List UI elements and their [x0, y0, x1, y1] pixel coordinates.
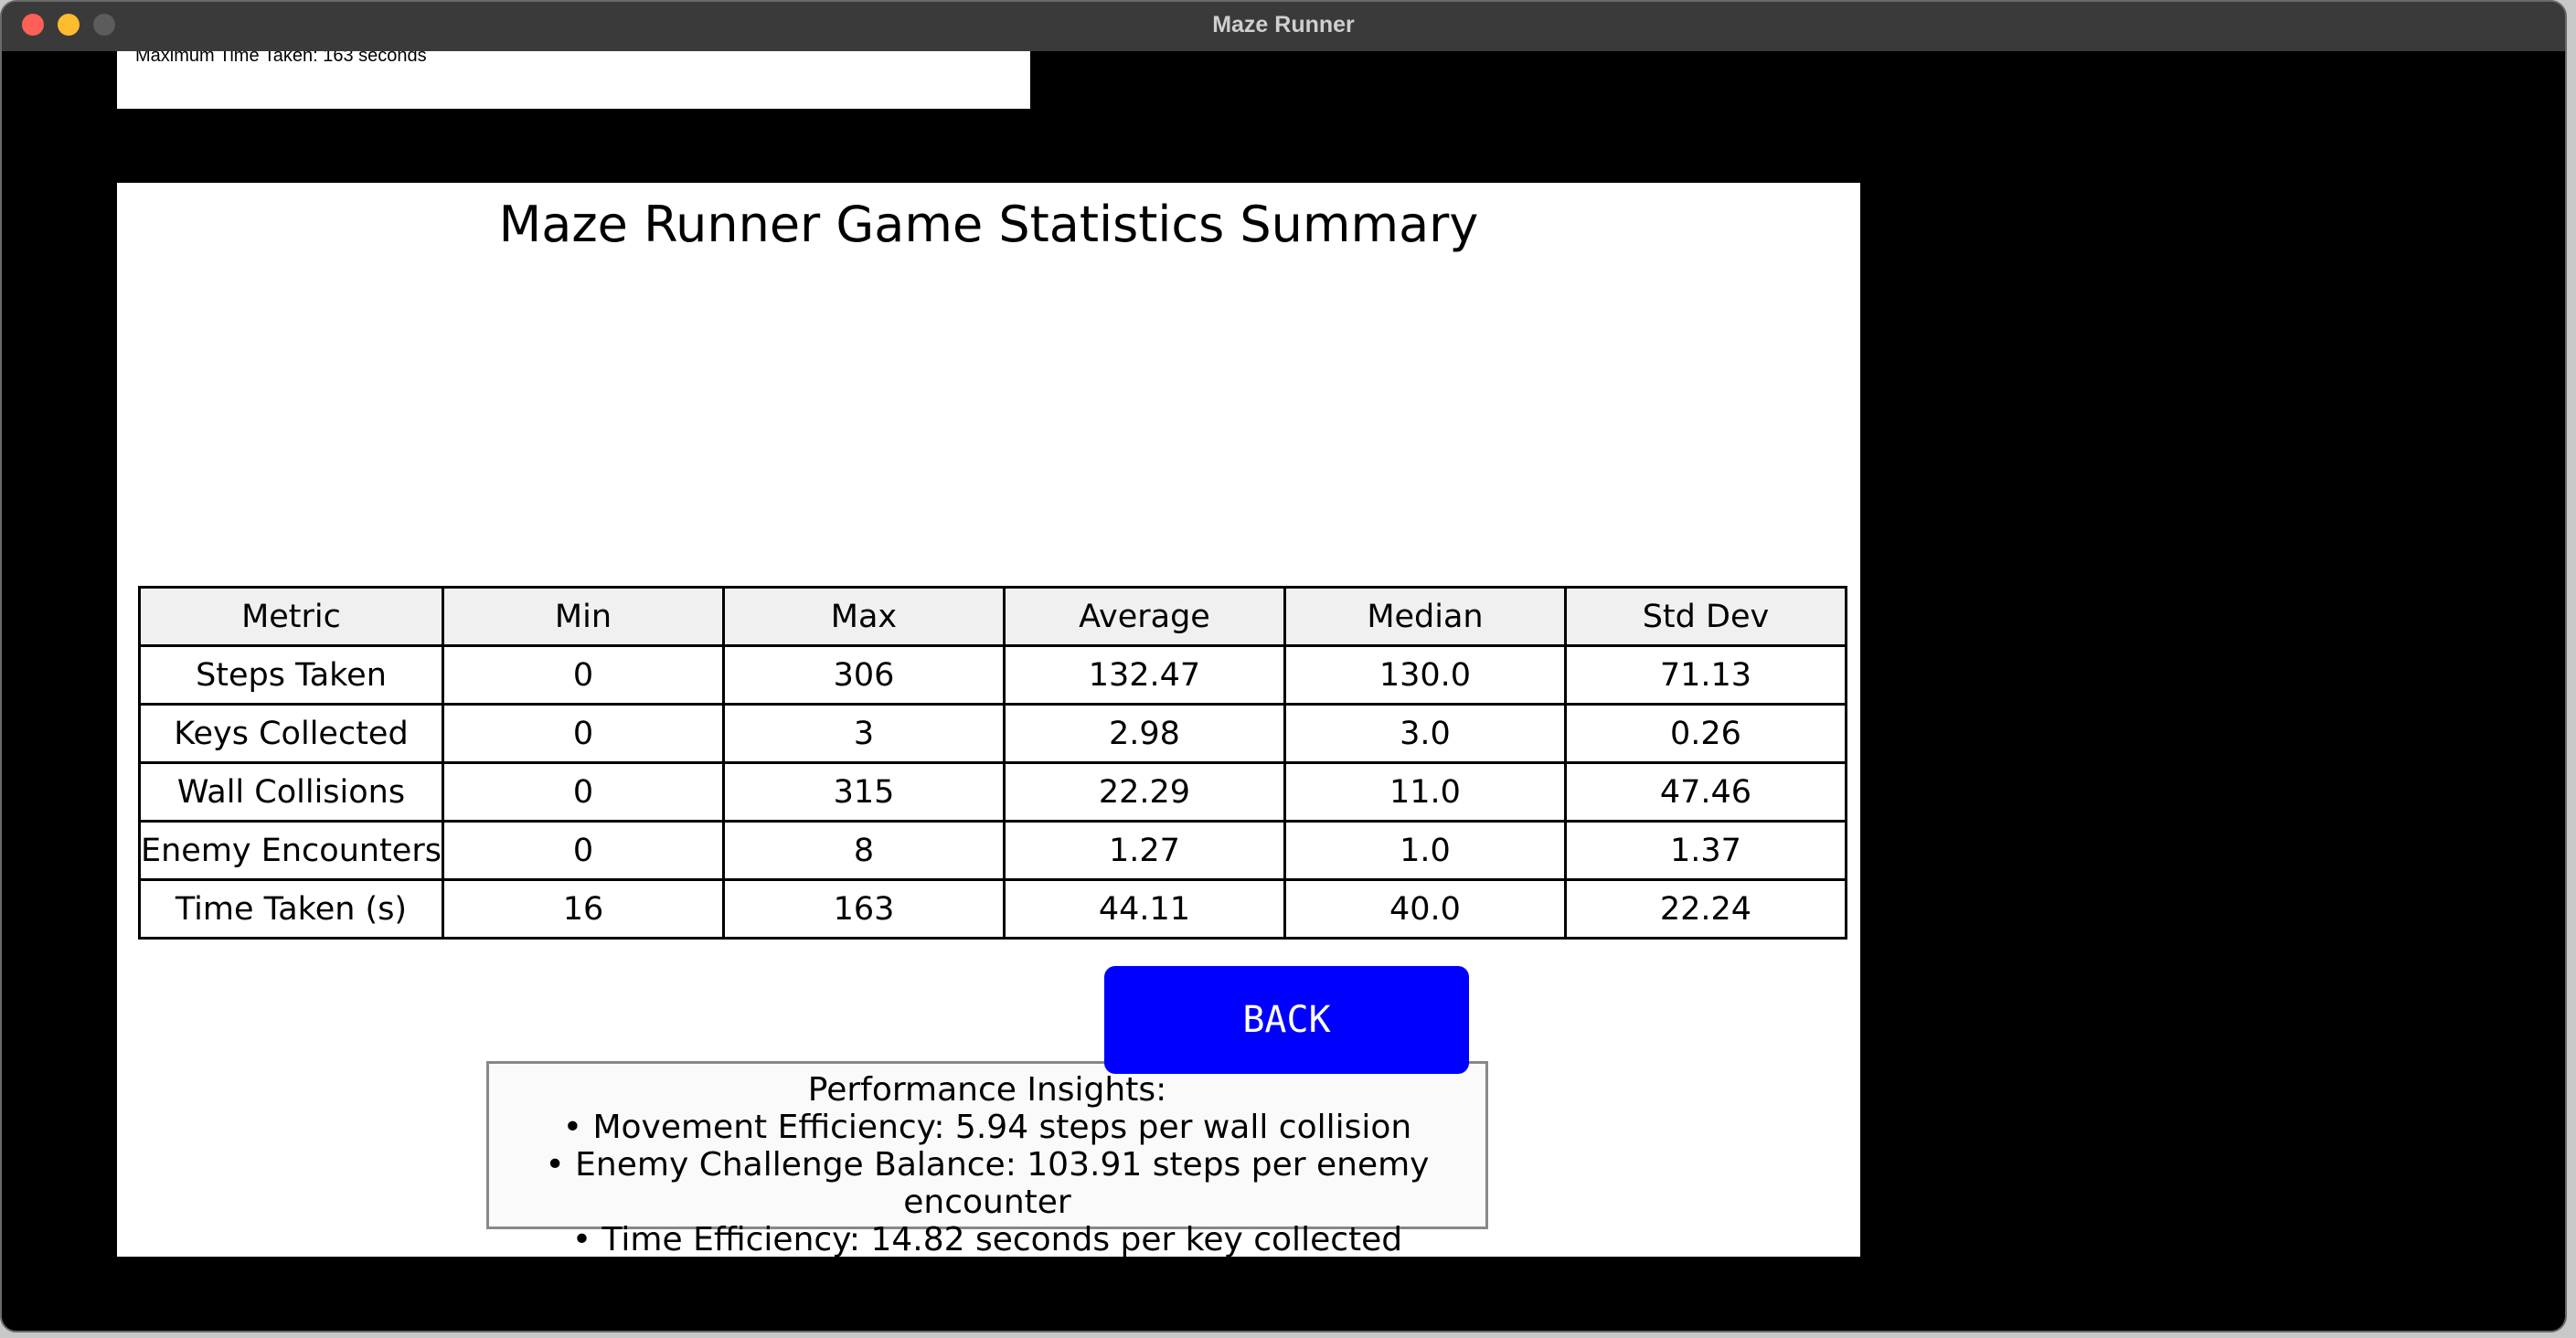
table-row: Wall Collisions 0 315 22.29 11.0 47.46 — [138, 761, 1847, 823]
table-cell: 132.47 — [1002, 644, 1286, 706]
table-cell: 163 — [721, 878, 1006, 940]
summary-title: Maze Runner Game Statistics Summary — [498, 196, 1479, 253]
summary-panel: Maze Runner Game Statistics Summary Metr… — [117, 183, 1860, 1258]
insight-line: • Enemy Challenge Balance: 103.91 steps … — [545, 1146, 1430, 1221]
header-cell: Average — [1002, 586, 1286, 647]
table-cell: 2.98 — [1002, 703, 1286, 764]
zoom-button[interactable] — [93, 14, 115, 36]
header-cell: Min — [441, 586, 725, 647]
window-title: Maze Runner — [1212, 12, 1355, 37]
header-cell: Median — [1283, 586, 1567, 647]
insights-title: Performance Insights: — [807, 1071, 1167, 1109]
header-cell: Metric — [138, 586, 444, 647]
title-bar: Maze Runner — [2, 2, 2565, 51]
table-cell: 44.11 — [1002, 878, 1286, 940]
table-cell: Keys Collected — [138, 703, 444, 764]
header-cell: Std Dev — [1563, 586, 1847, 647]
panel-text: Maximum Time Taken: 163 seconds — [135, 51, 427, 66]
close-button[interactable] — [22, 14, 44, 36]
table-cell: 11.0 — [1283, 761, 1567, 823]
table-cell: 1.0 — [1283, 820, 1567, 881]
table-cell: 40.0 — [1283, 878, 1567, 940]
table-cell: 3.0 — [1283, 703, 1567, 764]
header-row: Metric Min Max Average Median Std Dev — [138, 586, 1847, 647]
table-cell: 0 — [441, 761, 725, 823]
insight-line: • Time Efficiency: 14.82 seconds per key… — [571, 1221, 1403, 1258]
insights-box: Performance Insights: • Movement Efficie… — [486, 1061, 1488, 1258]
table-row: Enemy Encounters 0 8 1.27 1.0 1.37 — [138, 820, 1847, 881]
table-cell: 1.37 — [1563, 820, 1847, 881]
table-cell: Time Taken (s) — [138, 878, 444, 940]
table-cell: 130.0 — [1283, 644, 1567, 706]
back-button[interactable]: BACK — [1104, 966, 1469, 1074]
minimize-button[interactable] — [58, 14, 80, 36]
table-cell: Enemy Encounters — [138, 820, 444, 881]
table-cell: Steps Taken — [138, 644, 444, 706]
table-cell: Wall Collisions — [138, 761, 444, 823]
table-cell: 22.24 — [1563, 878, 1847, 940]
table-cell: 0.26 — [1563, 703, 1847, 764]
table-cell: 71.13 — [1563, 644, 1847, 706]
table-cell: 306 — [721, 644, 1006, 706]
table-cell: 8 — [721, 820, 1006, 881]
top-panel: Maximum Time Taken: 163 seconds — [117, 51, 1030, 109]
table-row: Steps Taken 0 306 132.47 130.0 71.13 — [138, 644, 1847, 706]
insight-line: • Movement Efficiency: 5.94 steps per wa… — [562, 1109, 1412, 1146]
table-cell: 315 — [721, 761, 1006, 823]
table-cell: 22.29 — [1002, 761, 1286, 823]
table-cell: 1.27 — [1002, 820, 1286, 881]
table-cell: 0 — [441, 644, 725, 706]
table-cell: 47.46 — [1563, 761, 1847, 823]
stats-table: Metric Min Max Average Median Std Dev Steps Ta… — [138, 586, 1847, 940]
table-row: Time Taken (s) 16 163 44.11 40.0 22.24 — [138, 878, 1847, 940]
table-cell: 16 — [441, 878, 725, 940]
header-cell: Max — [721, 586, 1006, 647]
table-row: Keys Collected 0 3 2.98 3.0 0.26 — [138, 703, 1847, 764]
table-cell: 0 — [441, 703, 725, 764]
table-cell: 3 — [721, 703, 1006, 764]
table-cell: 0 — [441, 820, 725, 881]
